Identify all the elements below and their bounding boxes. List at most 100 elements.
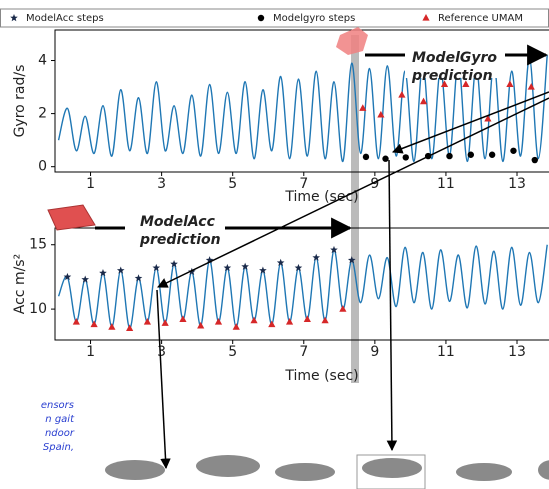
reference-marker: [398, 91, 406, 98]
acc-sensor-icon: [47, 204, 96, 231]
caption-fragment: ensors n gait ndoor Spain,: [41, 400, 75, 453]
x-tick-label: 9: [370, 176, 379, 192]
x-tick-label: 5: [228, 344, 237, 360]
annotation: prediction: [139, 232, 221, 248]
reference-marker: [339, 305, 347, 312]
reference-marker: [197, 321, 205, 329]
reference-marker: [462, 80, 470, 88]
footprint: [275, 463, 335, 481]
x-tick-label: 3: [157, 344, 166, 360]
arrow: [156, 289, 171, 470]
reference-marker: [321, 316, 329, 324]
legend-label: Modelgyro steps: [273, 13, 355, 24]
y-tick-label: 2: [38, 106, 47, 122]
step-marker: [467, 151, 475, 158]
reference-marker: [419, 97, 428, 105]
step-marker: [63, 272, 72, 281]
reference-marker: [72, 317, 80, 325]
signal-line: [57, 55, 548, 163]
step-marker: [116, 266, 125, 274]
reference-marker: [108, 323, 116, 330]
y-tick-label: 15: [29, 237, 47, 253]
arrow: [392, 91, 549, 154]
step-marker: [402, 154, 409, 161]
x-tick-label: 7: [299, 344, 308, 360]
time-marker-bar: [351, 35, 359, 383]
y-tick-label: 0: [38, 159, 47, 175]
y-axis-label: Gyro rad/s: [12, 65, 28, 138]
reference-marker: [232, 323, 240, 330]
legend-label: ModelAcc steps: [26, 13, 104, 24]
arrow: [386, 159, 398, 452]
annotation: ModelGyro: [412, 50, 497, 66]
arrow: [157, 97, 549, 288]
x-tick-label: 11: [437, 176, 455, 192]
x-tick-label: 3: [157, 176, 166, 192]
reference-marker: [359, 104, 367, 111]
x-axis-label: Time (sec): [284, 368, 358, 384]
step-marker: [81, 275, 90, 283]
reference-marker: [268, 320, 276, 328]
step-marker: [134, 274, 143, 282]
footprint: [196, 455, 260, 477]
x-tick-label: 1: [86, 176, 95, 192]
y-tick-label: 4: [38, 53, 47, 69]
step-marker: [446, 152, 453, 160]
x-tick-label: 13: [508, 176, 526, 192]
reference-marker: [161, 319, 169, 326]
legend-marker: [257, 14, 265, 22]
legend-marker: [422, 14, 430, 21]
footprint: [105, 460, 165, 480]
legend-marker: [10, 14, 18, 22]
step-marker: [347, 256, 356, 264]
reference-marker: [179, 315, 187, 323]
annotation-bg: [405, 42, 505, 78]
footprint: [456, 463, 512, 481]
step-marker: [362, 153, 370, 161]
gyro-sensor-icon: [336, 27, 368, 55]
reference-marker: [90, 320, 98, 328]
caption-line: Spain,: [43, 442, 74, 453]
step-marker: [205, 256, 214, 264]
reference-marker: [527, 83, 535, 90]
x-tick-label: 5: [228, 176, 237, 192]
reference-marker: [126, 324, 134, 332]
x-tick-label: 9: [370, 344, 379, 360]
footprint-frame: [356, 454, 426, 489]
step-marker: [99, 269, 107, 277]
step-marker: [531, 156, 538, 164]
signal-line: [57, 244, 548, 330]
caption-line: n gait: [45, 414, 75, 425]
legend-label: Reference UMAM: [438, 13, 523, 24]
step-marker: [294, 263, 303, 272]
step-marker: [330, 245, 338, 254]
step-marker: [276, 258, 285, 266]
footprint: [362, 458, 422, 478]
x-axis-label: Time (sec): [284, 189, 358, 205]
step-marker: [488, 151, 496, 158]
footprint: [538, 460, 549, 480]
x-tick-label: 11: [437, 344, 455, 360]
step-marker: [152, 263, 161, 272]
reference-marker: [214, 317, 223, 325]
caption-line: ndoor: [45, 428, 75, 439]
legend: ModelAcc steps Modelgyro steps Reference U…: [10, 13, 523, 24]
y-axis-label: Acc m/s²: [12, 254, 28, 314]
step-marker: [241, 262, 249, 270]
annotation-bg: [125, 215, 225, 249]
reference-marker: [506, 80, 514, 88]
reference-marker: [377, 110, 385, 118]
reference-marker: [484, 114, 492, 122]
x-tick-label: 13: [508, 344, 526, 360]
axes-frame: [54, 29, 549, 173]
step-marker: [223, 263, 232, 272]
y-tick-label: 10: [29, 301, 47, 317]
reference-marker: [143, 317, 152, 325]
reference-marker: [303, 315, 311, 323]
annotation: prediction: [411, 68, 493, 84]
